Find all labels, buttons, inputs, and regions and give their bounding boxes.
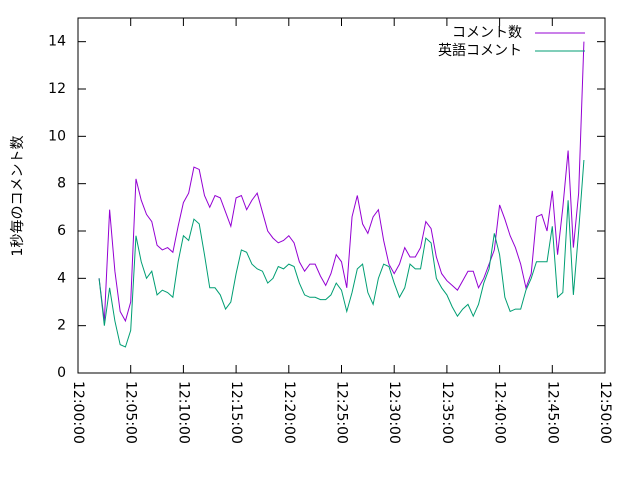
series-line xyxy=(98,159,585,348)
legend-label: 英語コメント xyxy=(438,42,522,59)
x-tick-label: 12:05:00 xyxy=(123,381,139,444)
x-tick-label: 12:30:00 xyxy=(386,381,402,444)
x-tick-label: 12:15:00 xyxy=(228,381,244,444)
y-tick-label: 10 xyxy=(48,128,66,144)
series-line xyxy=(98,41,585,323)
y-tick-label: 4 xyxy=(57,270,66,286)
x-tick-label: 12:35:00 xyxy=(439,381,455,444)
x-tick-label: 12:20:00 xyxy=(281,381,297,444)
plot-frame xyxy=(77,17,606,374)
legend-label: コメント数 xyxy=(452,25,522,41)
y-tick-label: 0 xyxy=(57,365,66,381)
y-tick-label: 8 xyxy=(57,176,66,192)
y-axis-label: 1秒毎のコメント数 xyxy=(10,136,26,257)
x-tick-label: 12:40:00 xyxy=(492,381,508,444)
x-tick-label: 12:25:00 xyxy=(334,381,350,444)
x-tick-label: 12:10:00 xyxy=(175,381,191,444)
y-tick-label: 14 xyxy=(48,34,66,50)
y-tick-label: 2 xyxy=(57,318,66,334)
y-tick-label: 6 xyxy=(57,223,66,239)
x-tick-label: 12:50:00 xyxy=(597,381,613,444)
x-tick-label: 12:00:00 xyxy=(70,381,86,444)
x-tick-label: 12:45:00 xyxy=(544,381,560,444)
y-tick-label: 12 xyxy=(48,81,66,97)
